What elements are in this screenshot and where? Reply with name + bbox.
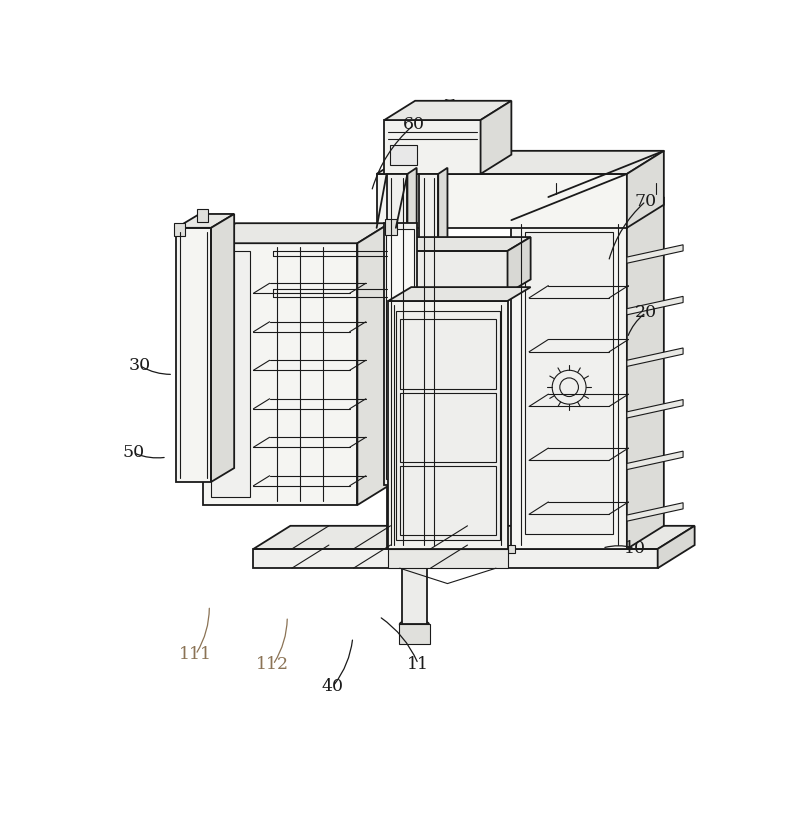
Polygon shape <box>254 526 695 549</box>
Ellipse shape <box>445 79 455 87</box>
Polygon shape <box>388 549 508 568</box>
Polygon shape <box>627 503 683 521</box>
Ellipse shape <box>445 93 455 100</box>
Polygon shape <box>388 301 508 549</box>
Polygon shape <box>511 197 664 220</box>
Polygon shape <box>357 223 390 505</box>
Polygon shape <box>627 452 683 470</box>
Polygon shape <box>384 223 416 485</box>
Polygon shape <box>357 251 508 294</box>
Polygon shape <box>396 311 500 540</box>
Polygon shape <box>399 516 437 520</box>
Polygon shape <box>174 223 185 236</box>
Polygon shape <box>627 296 683 315</box>
Polygon shape <box>508 237 531 294</box>
Text: 70: 70 <box>635 193 657 209</box>
Ellipse shape <box>337 328 347 335</box>
Polygon shape <box>203 223 390 243</box>
Polygon shape <box>407 168 416 549</box>
Polygon shape <box>177 214 234 227</box>
Polygon shape <box>390 146 417 165</box>
Ellipse shape <box>346 367 353 373</box>
Ellipse shape <box>337 444 347 451</box>
Polygon shape <box>211 214 234 482</box>
Ellipse shape <box>552 188 561 194</box>
Text: 60: 60 <box>403 117 425 133</box>
Polygon shape <box>627 151 664 227</box>
Ellipse shape <box>346 329 353 334</box>
Polygon shape <box>197 209 208 222</box>
Text: 40: 40 <box>322 678 343 695</box>
Polygon shape <box>388 287 531 301</box>
Ellipse shape <box>337 406 347 412</box>
Polygon shape <box>357 237 531 251</box>
Ellipse shape <box>346 290 353 296</box>
Polygon shape <box>419 174 438 549</box>
Text: 50: 50 <box>122 444 144 461</box>
Polygon shape <box>544 189 579 203</box>
Polygon shape <box>177 227 211 482</box>
Polygon shape <box>203 243 357 505</box>
Ellipse shape <box>337 367 347 373</box>
Polygon shape <box>525 232 613 533</box>
Polygon shape <box>511 220 627 549</box>
Polygon shape <box>627 399 683 418</box>
Ellipse shape <box>346 445 353 450</box>
Polygon shape <box>384 101 511 120</box>
Ellipse shape <box>337 290 347 296</box>
Ellipse shape <box>651 188 661 194</box>
Polygon shape <box>386 229 415 479</box>
Polygon shape <box>438 168 447 549</box>
Polygon shape <box>627 245 683 263</box>
Text: 30: 30 <box>129 357 151 374</box>
Polygon shape <box>658 526 695 568</box>
Polygon shape <box>254 549 658 568</box>
Text: 112: 112 <box>256 656 289 673</box>
Polygon shape <box>627 197 664 549</box>
Polygon shape <box>211 251 249 497</box>
Polygon shape <box>508 217 515 224</box>
Text: 20: 20 <box>635 304 657 321</box>
Polygon shape <box>384 120 480 174</box>
Polygon shape <box>508 545 515 552</box>
Text: 111: 111 <box>179 646 212 663</box>
Polygon shape <box>627 348 683 366</box>
Polygon shape <box>480 101 511 174</box>
Polygon shape <box>399 624 430 643</box>
Polygon shape <box>385 219 397 235</box>
Polygon shape <box>386 174 407 549</box>
Text: 11: 11 <box>407 656 429 672</box>
Polygon shape <box>377 151 664 174</box>
Polygon shape <box>377 174 627 227</box>
Polygon shape <box>402 520 427 624</box>
Ellipse shape <box>399 619 429 629</box>
Ellipse shape <box>346 406 353 412</box>
Text: 10: 10 <box>624 540 646 557</box>
